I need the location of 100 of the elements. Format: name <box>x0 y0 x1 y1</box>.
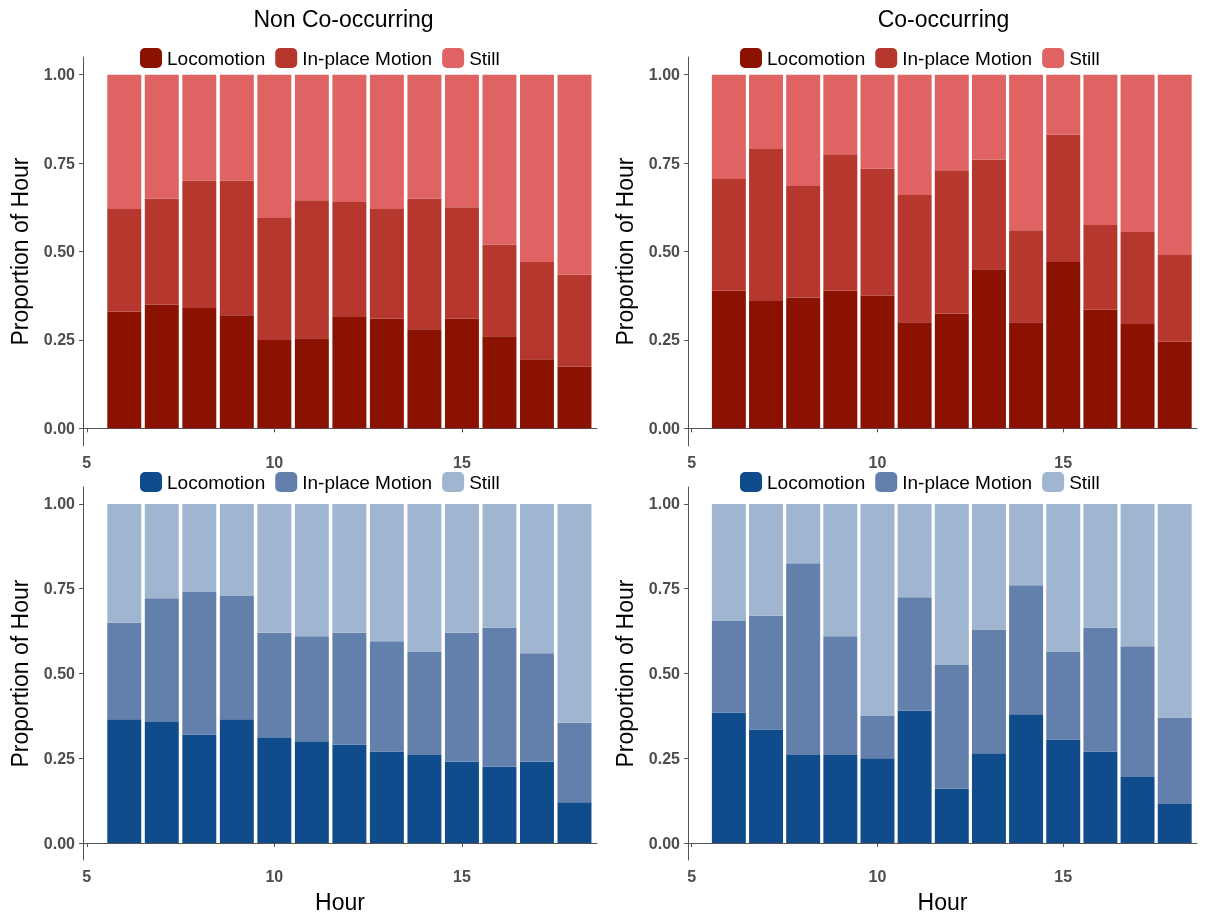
bar <box>711 620 746 713</box>
bar <box>519 262 554 360</box>
bar <box>1157 503 1192 718</box>
y-tick-label: 0.25 <box>648 749 681 767</box>
bar <box>182 592 217 735</box>
bar <box>294 200 329 339</box>
y-tick-label: 0.75 <box>43 580 76 598</box>
bar <box>519 503 554 654</box>
bar <box>182 74 217 181</box>
bar <box>934 170 969 314</box>
legend-label: Locomotion <box>167 471 266 493</box>
y-tick-label: 0.50 <box>648 243 681 260</box>
bar <box>1046 739 1081 844</box>
bar <box>1083 751 1118 844</box>
legend-label: In-place Motion <box>902 47 1033 69</box>
bar <box>444 632 479 762</box>
bar <box>144 198 179 305</box>
legend-label: Locomotion <box>167 47 266 69</box>
bar <box>1083 309 1118 429</box>
bar <box>1046 651 1081 740</box>
bar <box>897 503 932 598</box>
y-tick-label: 0.00 <box>648 834 681 852</box>
bar <box>823 636 858 755</box>
bar <box>823 74 858 155</box>
bar <box>257 737 292 844</box>
x-tick-label: 10 <box>265 453 284 471</box>
bar <box>1120 232 1155 324</box>
bar <box>897 322 932 429</box>
bar <box>934 313 969 429</box>
x-axis-title: Hour <box>917 888 968 915</box>
x-tick-label: 10 <box>868 867 887 885</box>
bar <box>519 359 554 429</box>
bar <box>934 788 969 844</box>
bar <box>971 503 1006 630</box>
bar <box>749 148 783 302</box>
bar <box>369 209 404 319</box>
x-tick-label: 5 <box>687 867 697 885</box>
bar <box>444 761 479 844</box>
x-tick-label: 15 <box>453 453 471 471</box>
bar <box>482 766 517 844</box>
bar <box>144 74 179 199</box>
bar <box>1009 322 1044 429</box>
bar <box>1120 503 1155 647</box>
bar <box>407 198 442 330</box>
legend-label: Still <box>1069 47 1100 69</box>
y-tick-label: 1.00 <box>43 66 76 84</box>
bar <box>294 741 329 844</box>
legend-label: In-place Motion <box>902 471 1033 493</box>
bar <box>332 201 367 317</box>
bar <box>1009 74 1044 231</box>
bar <box>482 244 517 337</box>
y-axis-title: Proportion of Hour <box>6 157 33 346</box>
bar <box>971 159 1006 270</box>
bar <box>107 622 142 720</box>
bar <box>1046 74 1081 135</box>
bar <box>294 503 329 637</box>
bar <box>182 734 217 844</box>
bar <box>369 503 404 642</box>
bar <box>182 503 217 593</box>
bar <box>519 653 554 762</box>
bar <box>1046 134 1081 263</box>
bar <box>786 186 821 298</box>
bar <box>897 194 932 323</box>
x-tick-label: 5 <box>687 453 697 471</box>
bar <box>144 503 179 599</box>
bar <box>934 665 969 789</box>
bar <box>749 503 783 616</box>
bar <box>786 74 821 187</box>
bar <box>749 301 783 429</box>
y-tick-label: 0.25 <box>43 749 76 767</box>
bar <box>257 503 292 633</box>
bar <box>219 595 254 720</box>
bar <box>749 615 783 730</box>
bar <box>294 74 329 201</box>
bar <box>557 802 592 844</box>
chart-title: Non Co-occurring <box>253 5 434 32</box>
bar <box>897 597 932 711</box>
bar <box>407 74 442 199</box>
bar <box>1083 627 1118 752</box>
y-tick-label: 1.00 <box>648 66 681 84</box>
bar <box>860 758 895 844</box>
y-tick-label: 0.75 <box>43 154 76 172</box>
bar <box>407 329 442 429</box>
bar <box>257 74 292 218</box>
bar <box>369 318 404 429</box>
bar <box>1046 503 1081 652</box>
bar <box>1009 503 1044 586</box>
bar <box>823 290 858 429</box>
bar <box>971 74 1006 160</box>
bar <box>711 179 746 291</box>
y-tick-label: 0.00 <box>648 419 681 437</box>
bar <box>369 74 404 210</box>
bar <box>1046 262 1081 429</box>
bar <box>144 598 179 722</box>
bar <box>971 629 1006 754</box>
bar <box>786 297 821 429</box>
bar <box>107 311 142 429</box>
y-tick-label: 0.00 <box>43 419 76 437</box>
bar <box>369 751 404 844</box>
bar <box>711 712 746 844</box>
